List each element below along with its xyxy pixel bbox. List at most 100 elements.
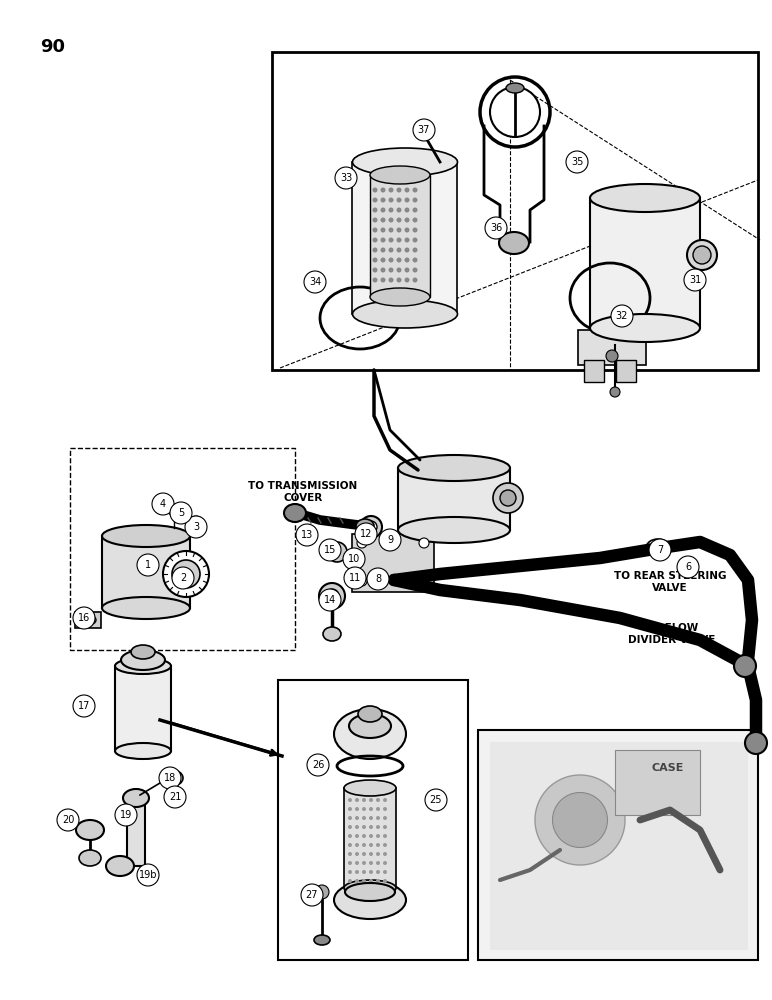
Circle shape [611,305,633,327]
Circle shape [362,798,366,802]
Circle shape [566,151,588,173]
Circle shape [373,267,378,272]
Circle shape [115,804,137,826]
Text: 11: 11 [349,573,361,583]
Circle shape [397,257,401,262]
Circle shape [369,798,373,802]
Bar [370,175,430,297]
Circle shape [388,188,394,192]
Circle shape [397,237,401,242]
Circle shape [301,884,323,906]
Circle shape [348,879,352,883]
Text: 21: 21 [169,792,181,802]
Ellipse shape [327,542,347,562]
Circle shape [373,277,378,282]
Circle shape [355,807,359,811]
Bar [344,788,396,888]
Circle shape [383,879,387,883]
Circle shape [357,538,367,548]
Circle shape [376,825,380,829]
Circle shape [355,834,359,838]
Bar [278,680,468,960]
Circle shape [355,861,359,865]
Text: CASE: CASE [652,763,684,773]
Circle shape [348,861,352,865]
Ellipse shape [398,455,510,481]
Circle shape [164,786,186,808]
Circle shape [381,277,385,282]
Circle shape [383,861,387,865]
Circle shape [405,267,409,272]
Text: 25: 25 [430,795,442,805]
Ellipse shape [353,300,458,328]
Bar [616,360,636,382]
Circle shape [405,247,409,252]
Bar [398,468,510,530]
Text: 5: 5 [178,508,185,518]
Bar [70,448,295,650]
Circle shape [355,798,359,802]
Circle shape [388,218,394,223]
Circle shape [348,798,352,802]
Ellipse shape [344,880,396,896]
Circle shape [319,539,341,561]
Circle shape [373,237,378,242]
Text: 15: 15 [323,545,336,555]
Circle shape [376,843,380,847]
Circle shape [373,257,378,262]
Text: 16: 16 [78,613,90,623]
Bar [490,742,748,950]
Ellipse shape [500,490,516,506]
Ellipse shape [553,792,608,848]
Circle shape [383,816,387,820]
Ellipse shape [590,184,700,212]
Circle shape [412,198,418,202]
Circle shape [405,277,409,282]
Ellipse shape [360,516,382,538]
Text: 31: 31 [689,275,701,285]
Circle shape [381,247,385,252]
Text: 37: 37 [418,125,430,135]
Bar [578,330,646,365]
Circle shape [373,247,378,252]
Ellipse shape [106,856,134,876]
Ellipse shape [314,935,330,945]
Circle shape [376,879,380,883]
Circle shape [412,277,418,282]
Circle shape [343,548,365,570]
Circle shape [376,807,380,811]
Circle shape [362,807,366,811]
Circle shape [355,816,359,820]
Circle shape [405,188,409,192]
Ellipse shape [349,714,391,738]
Text: 26: 26 [312,760,324,770]
Circle shape [376,816,380,820]
Circle shape [405,198,409,202]
Circle shape [397,277,401,282]
Circle shape [397,198,401,202]
Ellipse shape [163,551,209,597]
Ellipse shape [131,645,155,659]
Circle shape [412,267,418,272]
Circle shape [348,843,352,847]
Circle shape [362,879,366,883]
Text: 4: 4 [160,499,166,509]
Circle shape [348,816,352,820]
Circle shape [397,188,401,192]
Circle shape [373,208,378,213]
Ellipse shape [490,87,540,137]
Circle shape [388,277,394,282]
Circle shape [412,218,418,223]
Ellipse shape [323,627,341,641]
Circle shape [355,852,359,856]
Circle shape [381,237,385,242]
Bar [102,536,190,608]
Circle shape [362,861,366,865]
Circle shape [348,807,352,811]
Text: 13: 13 [301,530,313,540]
Circle shape [172,567,194,589]
Circle shape [397,218,401,223]
Bar [352,162,457,314]
Text: 8: 8 [375,574,381,584]
Ellipse shape [115,658,171,674]
